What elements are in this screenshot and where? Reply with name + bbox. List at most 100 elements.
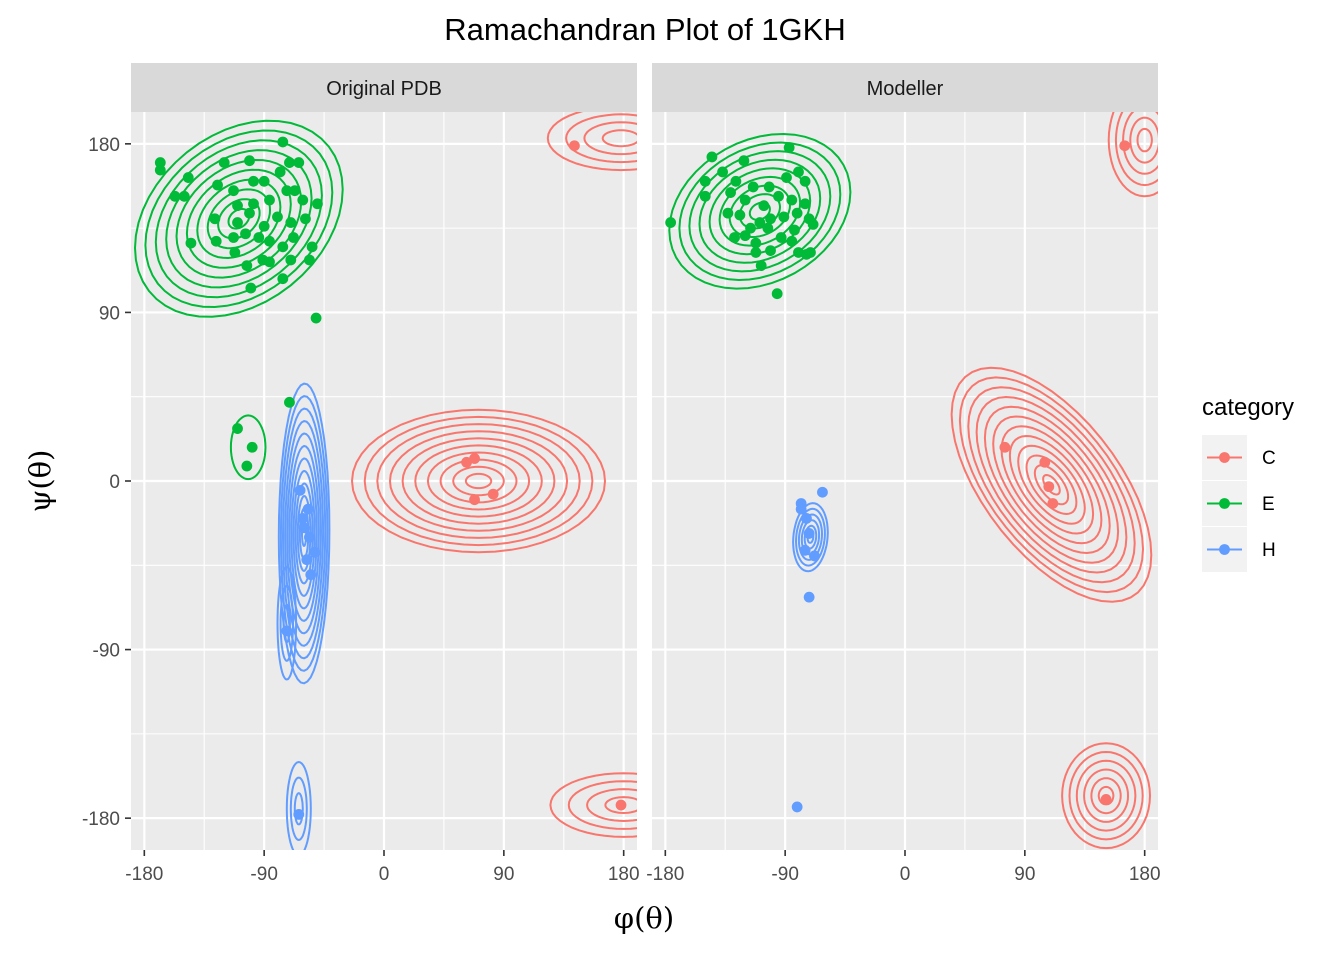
facet-strip [131,63,637,112]
density-contour-E [678,141,842,282]
density-contour-C [1075,759,1137,832]
x-tick-label: 180 [1129,864,1161,885]
data-point-E [789,224,800,236]
density-contour-C [983,405,1120,564]
data-point-E [274,166,286,178]
density-contour-C [388,430,569,532]
density-contour-E [165,149,313,289]
data-point-E [218,157,230,168]
data-point-E [154,157,166,168]
data-point-E [750,247,762,258]
data-point-E [793,247,804,258]
legend-label-H: H [1262,540,1276,561]
density-contour-C [464,472,493,490]
density-contour-E [229,414,267,481]
data-point-C [469,494,480,506]
density-contour-C [586,788,637,823]
data-point-E [285,254,297,266]
data-point-E [312,198,323,210]
x-tick-label: 180 [608,864,640,885]
density-contour-H [293,792,304,826]
data-point-E [210,235,222,247]
data-point-H [281,625,293,637]
density-contour-C [967,386,1136,584]
data-point-E [304,254,315,266]
data-point-E [185,237,197,249]
data-point-E [258,175,270,187]
density-contour-C [1033,464,1070,506]
data-point-H [801,513,812,524]
data-point-E [289,185,301,197]
legend-key-point [1219,544,1230,555]
density-contour-C [950,366,1153,603]
density-contour-C [1122,112,1158,175]
density-contour-C [604,796,637,815]
data-point-E [783,142,795,153]
data-point-E [706,151,718,163]
density-contour-C [1083,768,1130,823]
x-tick-label: 0 [900,864,911,885]
data-point-H [305,569,317,581]
data-point-E [310,312,322,324]
panel-original-pdb: Original PDB -180 -90 0 90 180 [125,63,640,885]
y-tick-label: -180 [82,809,120,830]
density-contour-C [567,780,637,830]
legend-title: category [1202,394,1294,421]
data-point-E [281,185,293,197]
data-point-E [739,194,751,206]
data-point-E [755,260,767,271]
data-point-E [725,187,736,198]
data-point-H [304,531,315,543]
data-point-E [306,241,318,253]
density-contour-H [289,776,308,842]
legend-key-point [1219,452,1230,463]
data-point-E [277,273,289,285]
data-point-E [771,288,783,300]
density-contour-E [698,158,822,264]
data-point-E [154,164,166,176]
density-contour-H [279,584,294,662]
density-contour-H [276,566,298,681]
panel-points [665,140,1131,813]
data-point-E [799,175,811,187]
data-point-E [775,232,787,243]
density-contour-C [1090,777,1122,815]
density-contour-C [1107,112,1158,198]
y-axis-ticks: -180 -90 0 90 180 [82,135,131,830]
data-point-E [229,247,241,258]
data-point-E [734,209,746,221]
data-point-E [264,256,275,268]
data-point-E [232,217,243,228]
density-contour-H [279,395,329,672]
data-point-C [487,488,499,500]
facet-strip-label: Original PDB [326,78,442,100]
data-point-E [699,175,711,187]
data-point-E [246,441,258,453]
density-contour-H [284,420,325,647]
density-contour-C [958,376,1145,594]
panel-modeller: Modeller -180 -90 0 90 180 [646,63,1161,885]
panel-contours [668,112,1158,850]
data-point-E [241,460,253,472]
density-contour-C [1061,742,1152,850]
x-axis-title: φ(θ) [614,901,674,935]
density-contour-C [601,129,637,148]
x-tick-label: 0 [379,864,390,885]
data-point-E [228,185,239,197]
y-tick-label: -90 [93,641,120,662]
data-point-E [285,217,297,228]
data-point-H [809,550,820,562]
data-point-E [245,282,257,294]
x-tick-label: -180 [646,864,684,885]
density-contour-C [1129,116,1158,164]
density-contour-C [1114,112,1158,187]
x-tick-label: -90 [250,864,277,885]
data-point-E [264,235,275,247]
legend-label-E: E [1262,494,1275,515]
data-point-E [300,213,311,225]
data-point-E [763,181,775,193]
data-point-E [178,190,190,202]
data-point-E [754,217,766,228]
data-point-E [786,235,798,247]
